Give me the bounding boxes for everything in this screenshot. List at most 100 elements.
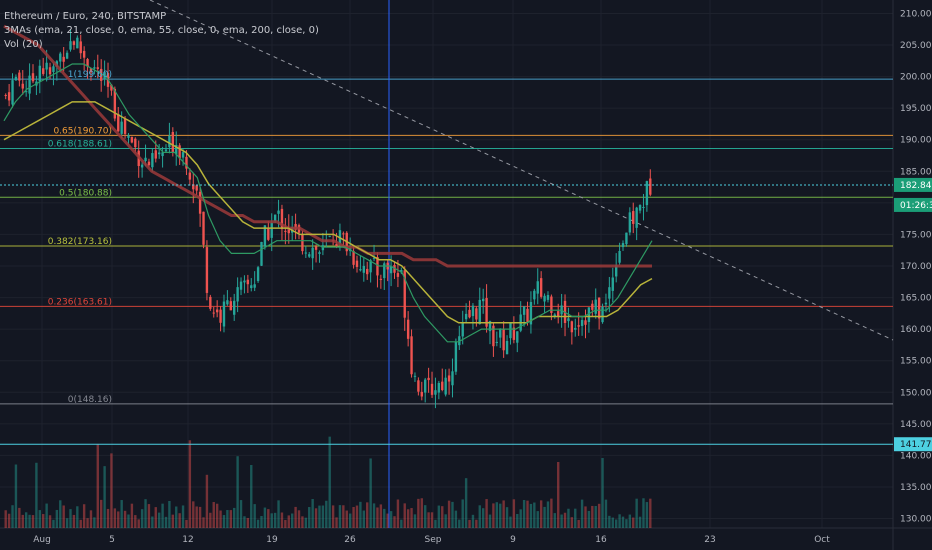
candle-body bbox=[499, 329, 502, 338]
y-tick-label: 130.00 bbox=[900, 515, 932, 525]
volume-bar bbox=[140, 509, 144, 528]
candle-body bbox=[509, 323, 512, 339]
candle-body bbox=[522, 306, 526, 315]
volume-bar bbox=[69, 509, 72, 528]
candle-body bbox=[243, 280, 246, 283]
y-tick-label: 175.00 bbox=[900, 230, 932, 240]
volume-bar bbox=[188, 440, 192, 528]
volume-bar bbox=[96, 444, 99, 528]
trendline[interactable] bbox=[149, 0, 894, 341]
volume-bar bbox=[256, 519, 260, 528]
volume-bar bbox=[239, 500, 243, 528]
candle-body bbox=[621, 243, 625, 248]
candle-body bbox=[154, 150, 157, 159]
volume-bar bbox=[161, 503, 164, 528]
y-tick-label: 135.00 bbox=[900, 483, 932, 493]
volume-bar bbox=[560, 514, 563, 528]
candle-body bbox=[195, 185, 198, 191]
candle-body bbox=[649, 178, 652, 195]
candle-body bbox=[437, 382, 441, 393]
volume-bar bbox=[263, 507, 267, 528]
candle-body bbox=[62, 56, 65, 62]
volume-bar bbox=[522, 499, 526, 528]
candle-body bbox=[594, 299, 597, 314]
symbol-title[interactable]: Ethereum / Euro, 240, BITSTAMP bbox=[4, 11, 167, 22]
candle-body bbox=[301, 234, 304, 252]
volume-bar bbox=[642, 498, 645, 528]
volume-bar bbox=[117, 511, 120, 528]
candle-body bbox=[526, 308, 529, 322]
candle-body bbox=[400, 270, 403, 273]
y-tick-label: 195.00 bbox=[900, 104, 932, 114]
indicator-volume[interactable]: Vol (20) bbox=[4, 39, 43, 50]
volume-bar bbox=[127, 514, 130, 528]
volume-bar bbox=[625, 519, 628, 528]
volume-bar bbox=[38, 510, 42, 528]
time-axis[interactable]: Aug 5 12 19 26 Sep 9 16 23 Oct bbox=[33, 535, 830, 545]
volume-bar bbox=[451, 501, 454, 528]
y-tick-label: 210.00 bbox=[900, 9, 932, 19]
volume-bar bbox=[495, 502, 499, 528]
volume-bar bbox=[526, 500, 529, 528]
candle-body bbox=[151, 153, 154, 168]
volume-bar bbox=[447, 500, 451, 528]
fib-label: 1(199.60) bbox=[68, 70, 112, 80]
volume-bar bbox=[427, 512, 430, 528]
volume-bar bbox=[178, 513, 181, 528]
volume-bar bbox=[48, 515, 52, 528]
candle-body bbox=[461, 322, 464, 337]
volume-bar bbox=[82, 504, 86, 528]
candle-body bbox=[198, 191, 202, 214]
x-tick-label: 23 bbox=[704, 535, 715, 545]
candle-body bbox=[205, 247, 209, 293]
price-tags: 182.84 01:26:32 141.77 bbox=[894, 177, 932, 452]
volume-bar bbox=[400, 519, 403, 528]
volume-bar bbox=[372, 503, 376, 528]
ema-55-line bbox=[3, 101, 653, 324]
candle-body bbox=[168, 135, 171, 148]
indicator-3mas[interactable]: 3MAs (ema, 21, close, 0, ema, 55, close,… bbox=[4, 25, 319, 36]
volume-bar bbox=[550, 498, 553, 528]
volume-bar bbox=[516, 513, 519, 528]
candle-body bbox=[458, 336, 461, 346]
volume-bar bbox=[215, 503, 219, 528]
volume-bar bbox=[301, 516, 304, 528]
candle-body bbox=[403, 270, 406, 318]
volume-bar bbox=[464, 478, 468, 528]
candle-body bbox=[18, 72, 21, 81]
candle-body bbox=[492, 325, 495, 347]
y-tick-label: 200.00 bbox=[900, 73, 932, 83]
volume-bar bbox=[144, 499, 147, 528]
volume-bar bbox=[331, 505, 335, 528]
candle-body bbox=[161, 152, 164, 157]
candle-body bbox=[110, 84, 113, 91]
volume-bar bbox=[284, 519, 287, 528]
y-tick-label: 155.00 bbox=[900, 357, 932, 367]
candle-body bbox=[308, 254, 311, 257]
volume-bar bbox=[52, 519, 55, 528]
volume-bar bbox=[471, 514, 475, 528]
volume-bar bbox=[533, 502, 536, 528]
volume-bar bbox=[403, 503, 406, 528]
candle-body bbox=[311, 247, 314, 259]
volume-bar bbox=[219, 510, 222, 528]
fib-labels: 1(199.60) 0.65(190.70) 0.618(188.61) 0.5(18… bbox=[48, 70, 112, 405]
candle-body bbox=[495, 341, 499, 343]
candle-body bbox=[383, 263, 386, 279]
candle-body bbox=[48, 67, 52, 75]
volume-bar bbox=[311, 499, 314, 528]
candle-body bbox=[533, 290, 536, 300]
candle-body bbox=[24, 91, 28, 93]
volume-bar bbox=[543, 506, 546, 528]
candle-body bbox=[273, 214, 277, 221]
fib-levels bbox=[0, 78, 893, 405]
candle-body bbox=[76, 37, 79, 49]
volume-bar bbox=[229, 510, 232, 528]
x-tick-label: Aug bbox=[33, 535, 51, 545]
candle-body bbox=[209, 296, 212, 309]
volume-bar bbox=[424, 505, 427, 528]
candle-body bbox=[359, 269, 362, 271]
volume-bar bbox=[181, 505, 185, 528]
x-tick-label: 19 bbox=[266, 535, 278, 545]
